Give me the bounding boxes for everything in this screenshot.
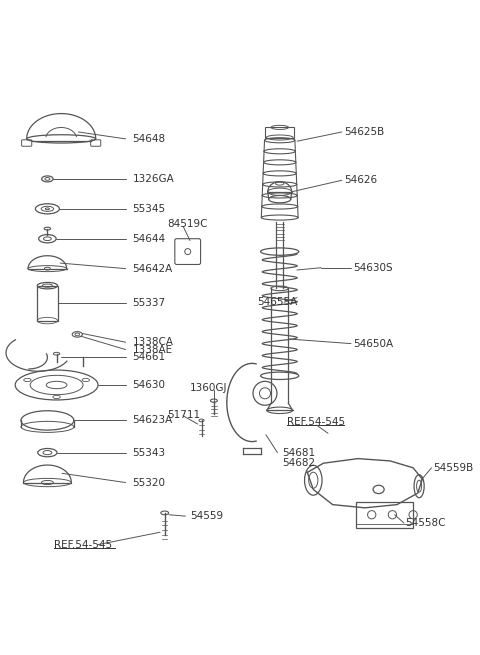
Text: 1326GA: 1326GA <box>132 174 174 184</box>
Text: 54650A: 54650A <box>353 339 394 348</box>
Text: 1338AE: 1338AE <box>132 345 173 354</box>
Text: 54644: 54644 <box>132 234 166 244</box>
Text: 54655A: 54655A <box>257 297 297 307</box>
Text: 54559B: 54559B <box>433 463 473 473</box>
Text: 1360GJ: 1360GJ <box>190 383 228 393</box>
Text: 54661: 54661 <box>132 352 166 362</box>
Text: 51711: 51711 <box>167 410 200 420</box>
Text: 54623A: 54623A <box>132 415 173 426</box>
Bar <box>37 286 58 320</box>
Text: 55343: 55343 <box>132 447 166 458</box>
Text: 54559: 54559 <box>190 511 223 521</box>
Text: 55345: 55345 <box>132 204 166 214</box>
Text: 54625B: 54625B <box>344 127 384 137</box>
Text: 54630: 54630 <box>132 380 166 390</box>
Text: 54681: 54681 <box>282 447 315 458</box>
Text: REF.54-545: REF.54-545 <box>287 417 345 427</box>
Text: 55337: 55337 <box>132 298 166 308</box>
Text: 55320: 55320 <box>132 477 166 487</box>
Text: 54682: 54682 <box>282 458 315 468</box>
Text: 54648: 54648 <box>132 134 166 144</box>
Bar <box>265 127 294 138</box>
Text: 54626: 54626 <box>344 176 377 185</box>
Text: 54630S: 54630S <box>353 263 393 272</box>
Text: 54558C: 54558C <box>405 518 446 528</box>
Text: REF.54-545: REF.54-545 <box>54 540 112 550</box>
Text: 1338CA: 1338CA <box>132 337 173 347</box>
Text: 84519C: 84519C <box>167 219 207 229</box>
Text: 54642A: 54642A <box>132 263 173 274</box>
Bar <box>356 502 413 528</box>
